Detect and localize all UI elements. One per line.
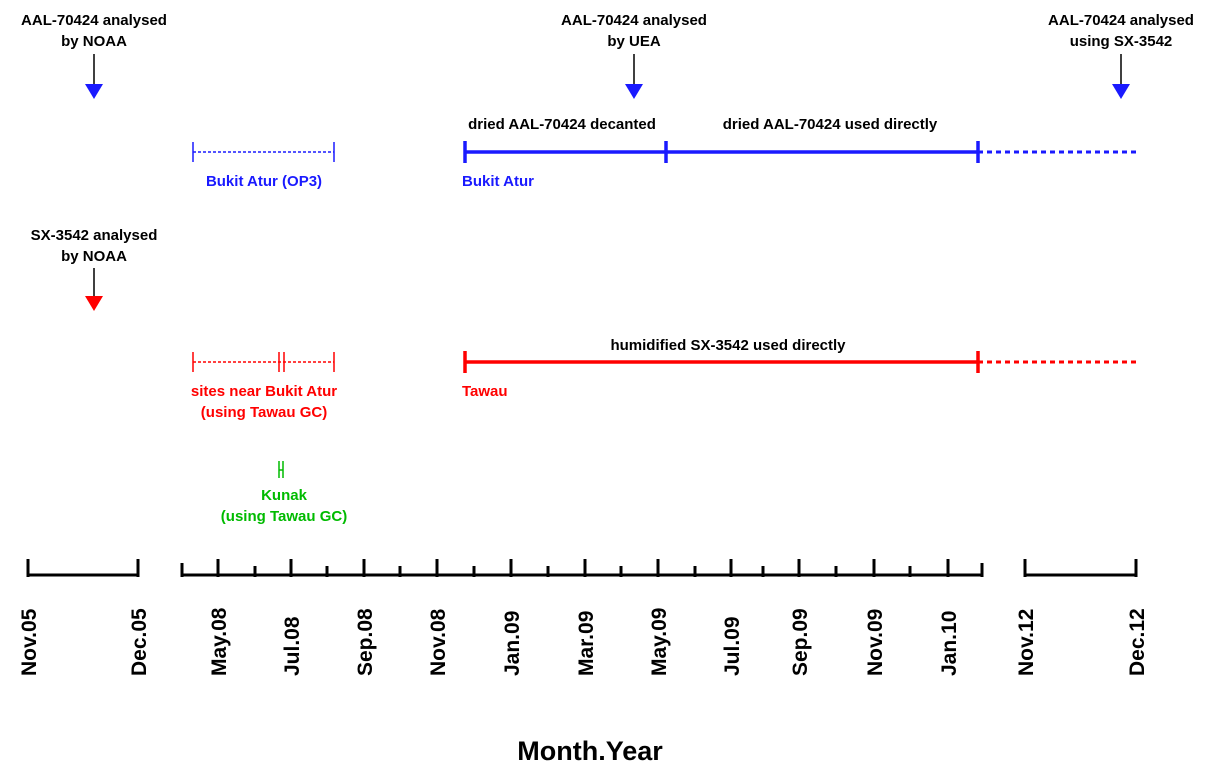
event-aal-sx-line2: using SX-3542 — [1070, 33, 1173, 50]
tick-label-jan-09: Jan.09 — [501, 611, 524, 676]
tick-label-dec-05: Dec.05 — [128, 608, 151, 676]
label-dried-decanted: dried AAL-70424 decanted — [468, 116, 656, 133]
event-aal-uea: AAL-70424 analysed by UEA — [561, 12, 707, 99]
tick-label-may-08: May.08 — [208, 607, 231, 676]
axis-title: Month.Year — [517, 736, 663, 766]
tick-label-mar-09: Mar.09 — [575, 611, 598, 676]
row-sx: sites near Bukit Atur (using Tawau GC) h… — [191, 337, 1138, 421]
tick-label-nov-05: Nov.05 — [18, 608, 41, 676]
tick-label-sep-08: Sep.08 — [354, 608, 377, 676]
tick-label-nov-08: Nov.08 — [427, 608, 450, 676]
event-sx-noaa: SX-3542 analysed by NOAA — [31, 227, 158, 311]
label-tawau: Tawau — [462, 383, 508, 400]
label-sites-near-line1: sites near Bukit Atur — [191, 383, 337, 400]
event-aal-noaa-line1: AAL-70424 analysed — [21, 12, 167, 29]
event-sx-noaa-line1: SX-3542 analysed — [31, 227, 158, 244]
event-aal-noaa: AAL-70424 analysed by NOAA — [21, 12, 167, 99]
tick-label-nov-09: Nov.09 — [864, 609, 887, 676]
event-aal-sx: AAL-70424 analysed using SX-3542 — [1048, 12, 1194, 99]
label-bukit-atur: Bukit Atur — [462, 173, 534, 190]
tick-label-jul-08: Jul.08 — [281, 616, 304, 676]
label-kunak-line1: Kunak — [261, 487, 308, 504]
event-sx-noaa-line2: by NOAA — [61, 248, 127, 265]
tick-label-dec-12: Dec.12 — [1126, 608, 1149, 676]
event-aal-uea-line2: by UEA — [607, 33, 661, 50]
label-bukit-atur-op3: Bukit Atur (OP3) — [206, 173, 322, 190]
label-dried-direct: dried AAL-70424 used directly — [723, 116, 938, 133]
tick-label-sep-09: Sep.09 — [789, 608, 812, 676]
event-aal-noaa-line2: by NOAA — [61, 33, 127, 50]
event-aal-sx-arrow-icon — [1112, 84, 1130, 99]
event-aal-sx-line1: AAL-70424 analysed — [1048, 12, 1194, 29]
tick-label-nov-12: Nov.12 — [1015, 609, 1038, 676]
event-aal-uea-arrow-icon — [625, 84, 643, 99]
tick-label-jul-09: Jul.09 — [721, 616, 744, 676]
tick-label-may-09: May.09 — [648, 608, 671, 677]
event-aal-noaa-arrow-icon — [85, 84, 103, 99]
row-aal: Bukit Atur (OP3) dried AAL-70424 decante… — [192, 116, 1138, 190]
tick-label-jan-10: Jan.10 — [938, 611, 961, 676]
label-humidified: humidified SX-3542 used directly — [610, 337, 846, 354]
event-aal-uea-line1: AAL-70424 analysed — [561, 12, 707, 29]
label-kunak-line2: (using Tawau GC) — [221, 508, 347, 525]
label-sites-near-line2: (using Tawau GC) — [201, 404, 327, 421]
row-kunak: Kunak (using Tawau GC) — [221, 461, 347, 525]
time-axis: Nov.05 Dec.05 May.08 Jul.08 Sep.08 Nov.0… — [18, 559, 1149, 766]
event-sx-noaa-arrow-icon — [85, 296, 103, 311]
